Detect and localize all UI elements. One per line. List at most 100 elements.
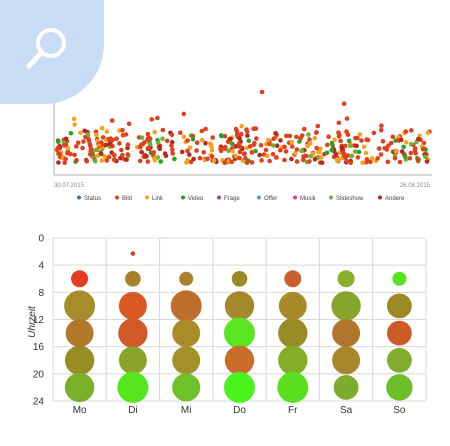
scatter-point — [185, 148, 190, 154]
scatter-point — [416, 157, 421, 162]
bubble-di-6h — [125, 271, 141, 287]
scatter-point — [360, 160, 365, 165]
scatter-point — [319, 160, 325, 165]
scatter-point — [407, 156, 413, 161]
scatter-point — [307, 137, 312, 142]
legend-swatch — [257, 195, 261, 200]
scatter-point — [190, 133, 196, 139]
bubble-sa-10h — [331, 291, 361, 321]
scatter-point — [144, 154, 149, 159]
scatter-point — [336, 134, 342, 139]
legend-item-offer: Offer — [257, 195, 277, 202]
scatter-point — [246, 138, 252, 143]
bubble-mo-10h — [64, 290, 96, 322]
scatter-point — [71, 116, 77, 122]
scatter-point — [239, 123, 244, 129]
scatter-point — [413, 151, 419, 156]
legend-item-bild: Bild — [115, 195, 132, 202]
scatter-point — [185, 157, 190, 163]
scatter-point — [68, 151, 73, 157]
scatter-point — [302, 126, 307, 132]
legend-swatch — [378, 195, 382, 200]
scatter-point — [294, 159, 300, 164]
legend-item-musik: Musik — [293, 195, 317, 202]
scatter-point — [151, 150, 157, 155]
legend-label: Offer — [264, 196, 277, 202]
scatter-point — [306, 132, 311, 137]
bubble-mo-6h — [71, 270, 89, 288]
scatter-point — [346, 138, 352, 144]
bubble-di-14h — [118, 318, 148, 348]
scatter-point — [273, 130, 278, 136]
scatter-point — [249, 160, 255, 165]
scatter-point — [402, 154, 408, 159]
scatter-point — [87, 152, 93, 157]
scatter-point — [147, 136, 153, 141]
scatter-point — [169, 143, 174, 148]
scatter-point — [142, 140, 147, 145]
scatter-point — [205, 156, 210, 162]
scatter-point — [160, 127, 166, 133]
legend-swatch — [77, 195, 81, 200]
scatter-point — [399, 149, 405, 154]
bubble-fr-14h — [278, 318, 308, 348]
search-icon — [26, 28, 66, 69]
scatter-point — [313, 130, 319, 135]
scatter-point — [258, 142, 264, 148]
legend-label: Status — [84, 196, 101, 202]
scatter-point — [332, 137, 337, 142]
scatter-point — [287, 133, 293, 139]
scatter-point — [110, 137, 115, 143]
scatter-point — [380, 139, 386, 144]
scatter-point — [63, 136, 69, 142]
bubble-do-6h — [231, 271, 248, 287]
scatter-point — [403, 129, 409, 134]
bubble-mi-6h — [179, 271, 194, 286]
scatter-point — [385, 159, 391, 165]
scatter-point — [319, 155, 324, 160]
scatter-point — [172, 156, 177, 162]
scatter-point — [223, 144, 228, 150]
scatter-point — [56, 139, 61, 144]
scatter-point — [312, 156, 318, 162]
legend-swatch — [115, 195, 119, 200]
bubble-so-22h — [386, 374, 413, 401]
scatter-point — [78, 130, 83, 136]
scatter-point — [318, 146, 323, 152]
scatter-point — [271, 143, 276, 148]
scatter-point — [123, 132, 129, 137]
scatter-point — [257, 152, 263, 158]
scatter-point — [310, 151, 316, 157]
scatter-point — [397, 159, 403, 165]
bubble-do-10h — [224, 291, 255, 321]
scatter-point — [160, 136, 165, 141]
legend-swatch — [181, 195, 185, 200]
scatter-point — [303, 153, 309, 159]
scatter-point — [157, 146, 163, 152]
scatter-point — [203, 140, 208, 146]
scatter-point — [109, 118, 115, 123]
scatter-point — [274, 143, 280, 148]
bubble-fr-10h — [278, 291, 307, 320]
bubble-mi-14h — [172, 319, 201, 348]
scatter-point — [363, 150, 369, 156]
bubble-do-18h — [224, 345, 255, 375]
scatter-point — [271, 136, 277, 141]
scatter-point — [114, 136, 119, 141]
scatter-point — [357, 132, 363, 137]
scatter-point — [375, 156, 381, 161]
scatter-point — [386, 143, 391, 148]
scatter-point — [237, 155, 242, 161]
bubble-so-6h — [392, 271, 407, 286]
scatter-point — [423, 154, 428, 160]
y-tick-label: 4 — [38, 261, 44, 272]
scatter-point — [249, 150, 255, 155]
scatter-legend: Status Bild Link Video Frage Offer Musik Slides… — [77, 195, 405, 202]
scatter-point — [63, 156, 68, 162]
scatter-point — [188, 159, 194, 165]
legend-swatch — [217, 195, 221, 200]
scatter-point — [297, 139, 302, 144]
y-tick-label: 12 — [33, 315, 45, 326]
scatter-point — [103, 142, 108, 148]
scatter-point — [149, 117, 155, 122]
